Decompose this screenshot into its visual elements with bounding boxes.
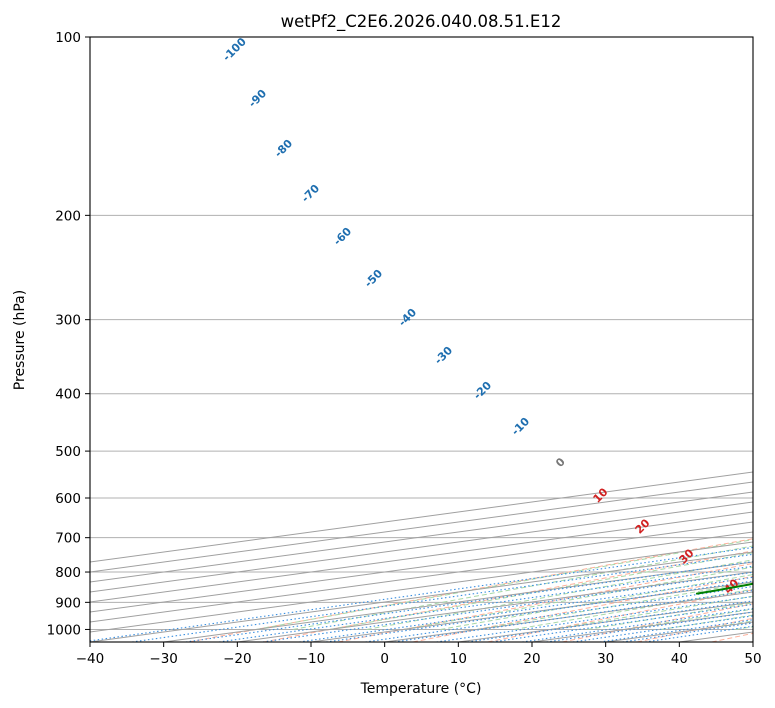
x-axis-label: Temperature (°C) (360, 681, 482, 697)
mixing-ratio-line (90, 546, 753, 642)
mixing-ratio-line (185, 561, 753, 642)
y-tick-label: 700 (55, 531, 81, 547)
y-tick-label: 900 (55, 595, 81, 611)
x-tick-label: 0 (380, 651, 389, 667)
moist-adiabat-line (292, 545, 753, 630)
plot-frame (89, 36, 754, 643)
skewed-isotherm-line (90, 521, 753, 613)
moist-adiabat-line (256, 539, 753, 630)
y-tick-label: 1000 (47, 622, 81, 638)
x-tick-label: 20 (523, 651, 540, 667)
y-tick-label: 200 (55, 208, 81, 224)
x-tick-label: 30 (597, 651, 614, 667)
y-tick-label: 400 (55, 387, 81, 403)
x-tick-label: −20 (223, 651, 252, 667)
y-axis: 100 200 300 400 500 600 700 800 900 1000 (47, 30, 90, 638)
mixing-ratio-line (436, 595, 753, 642)
skewed-isotherm-line (90, 501, 753, 593)
dry-adiabat-line (338, 562, 753, 642)
y-tick-label: 500 (55, 444, 81, 460)
x-tick-label: −30 (149, 651, 178, 667)
chart-title: wetPf2_C2E6.2026.040.08.51.E12 (281, 12, 562, 32)
x-tick-label: −10 (297, 651, 326, 667)
moist-adiabat-line (440, 574, 753, 630)
mixing-ratio-line (467, 600, 753, 642)
y-tick-label: 800 (55, 565, 81, 581)
dry-adiabat-line (263, 550, 753, 642)
background-lines (90, 37, 753, 642)
mixing-ratio-line (492, 603, 753, 642)
x-tick-label: 40 (671, 651, 688, 667)
skewed-isotherm-line (90, 531, 753, 623)
y-axis-label: Pressure (hPa) (12, 290, 28, 390)
y-tick-label: 300 (55, 313, 81, 329)
x-tick-label: 10 (450, 651, 467, 667)
y-tick-label: 600 (55, 491, 81, 507)
mixing-ratio-line (522, 608, 753, 642)
x-axis: −40 −30 −20 −10 0 10 20 30 40 50 (76, 642, 762, 667)
dry-adiabat-line (412, 575, 753, 642)
mixing-ratio-line (131, 553, 753, 642)
skewed-isotherm-line (90, 511, 753, 603)
skewed-isotherm-line (90, 481, 753, 573)
y-tick-label: 100 (55, 30, 81, 46)
dry-adiabat-line (487, 589, 753, 642)
x-tick-label: 50 (744, 651, 761, 667)
skewed-isotherm-line (90, 491, 753, 583)
x-tick-label: −40 (76, 651, 105, 667)
skewed-isotherm-line (90, 471, 753, 563)
